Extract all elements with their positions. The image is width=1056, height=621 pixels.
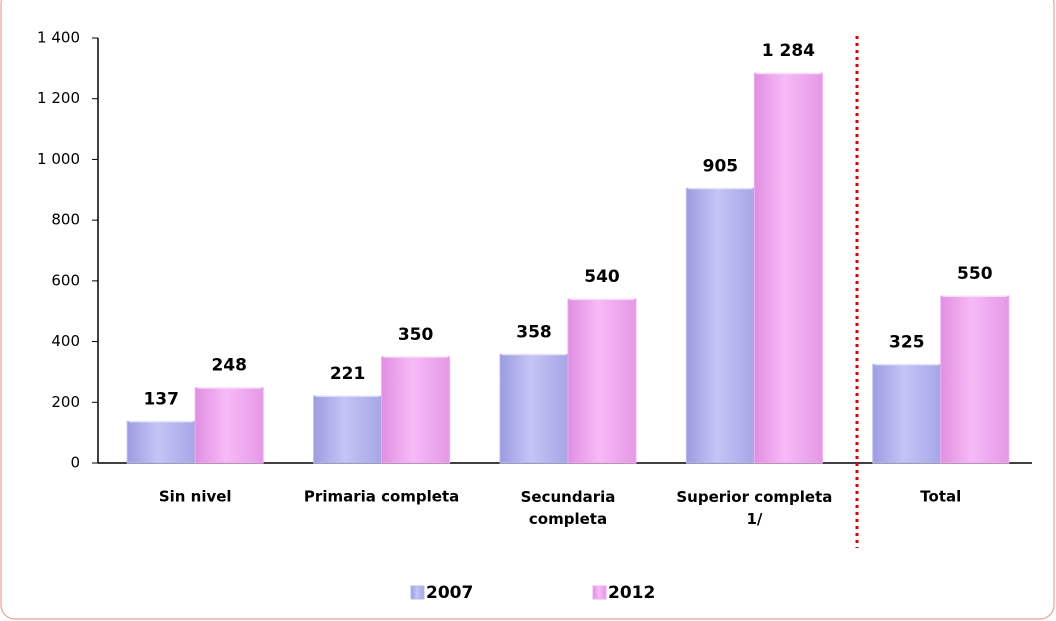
value-label: 350 — [398, 325, 434, 345]
x-tick-label: Primaria completa — [304, 488, 459, 506]
value-label: 248 — [211, 356, 247, 376]
bar — [567, 298, 637, 464]
y-tick-label: 200 — [51, 393, 80, 411]
value-label: 221 — [330, 364, 366, 384]
bar-top — [570, 296, 634, 301]
value-label: 540 — [584, 267, 620, 287]
x-tick-label: Sin nivel — [159, 488, 232, 506]
value-label: 550 — [957, 264, 993, 284]
bar — [753, 72, 823, 464]
bar-top — [383, 353, 448, 358]
value-label: 137 — [143, 389, 179, 409]
bar — [685, 187, 755, 464]
y-tick-label: 800 — [51, 211, 80, 229]
x-tick-label: Total — [920, 488, 961, 506]
y-tick-label: 600 — [51, 271, 80, 289]
value-label: 325 — [889, 332, 925, 352]
bar-top — [502, 351, 566, 356]
x-tick-label: Secundaria completa — [521, 488, 616, 528]
legend-label: 2012 — [608, 583, 655, 603]
bar — [499, 353, 569, 464]
bar-top — [874, 361, 939, 366]
legend-swatch — [592, 585, 607, 600]
bar — [381, 356, 451, 464]
bar-top — [197, 384, 262, 389]
legend-label: 2007 — [426, 583, 473, 603]
value-label: 905 — [703, 156, 739, 176]
y-tick-label: 400 — [51, 332, 80, 350]
x-tick-label: Superior completa 1/ — [676, 488, 832, 528]
y-tick-label: 1 000 — [37, 150, 80, 168]
value-label: 358 — [516, 322, 552, 342]
bar — [126, 420, 196, 464]
bar-top — [315, 392, 380, 397]
bar-top — [688, 185, 753, 190]
y-tick-label: 0 — [70, 454, 80, 472]
bar — [872, 363, 942, 464]
bar-top — [942, 293, 1007, 298]
y-tick-label: 1 400 — [37, 29, 80, 47]
bar — [313, 395, 383, 464]
bar — [940, 295, 1010, 464]
value-label: 1 284 — [762, 41, 815, 61]
y-tick-label: 1 200 — [37, 89, 80, 107]
bar — [194, 387, 264, 464]
bar-top — [756, 70, 821, 75]
legend-swatch — [410, 585, 425, 600]
bar-top — [129, 418, 194, 423]
